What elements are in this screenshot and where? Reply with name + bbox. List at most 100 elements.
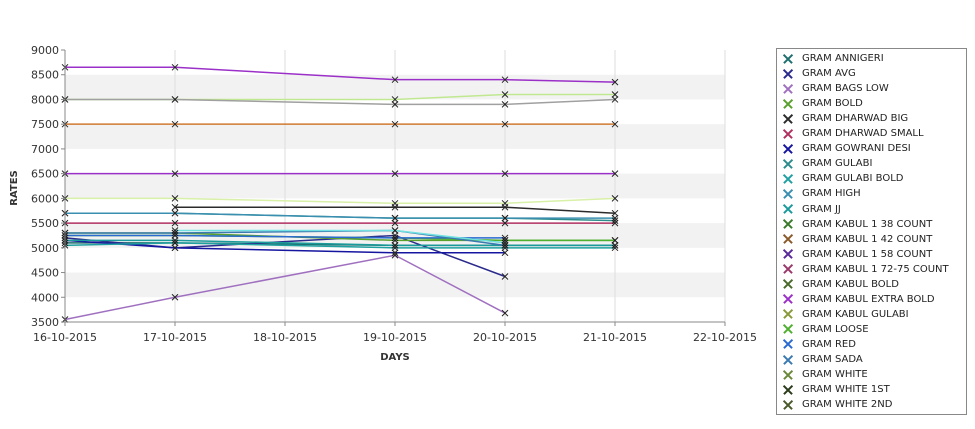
y-tick-label: 7000 (31, 143, 59, 156)
data-point-marker (501, 170, 509, 177)
data-point-marker (391, 120, 399, 128)
data-point-marker (501, 234, 509, 242)
series-line (175, 206, 616, 214)
legend-item: GRAM KABUL EXTRA BOLD (783, 292, 935, 307)
data-point-marker (611, 96, 619, 103)
legend-marker-icon (783, 144, 793, 154)
legend-item: GRAM KABUL 1 58 COUNT (783, 247, 932, 262)
data-point-marker (391, 244, 399, 252)
y-tick-label: 9000 (31, 44, 59, 57)
data-point-marker (501, 309, 509, 317)
legend-marker-icon (783, 159, 793, 169)
legend-item: GRAM HIGH (783, 186, 861, 201)
y-tick-label: 4000 (31, 291, 59, 304)
data-point-marker (171, 244, 179, 252)
legend-label: GRAM JJ (802, 203, 841, 215)
legend-item: GRAM KABUL 1 72-75 COUNT (783, 262, 949, 277)
legend-item: GRAM RED (783, 337, 856, 352)
y-tick-label: 6500 (31, 168, 59, 181)
legend-label: GRAM GULABI (802, 158, 873, 170)
y-tick-label: 5500 (31, 217, 59, 230)
data-point-marker (171, 293, 179, 301)
data-point-marker (501, 244, 509, 252)
data-point-marker (171, 170, 179, 177)
data-point-marker (611, 209, 619, 217)
data-point-marker (171, 239, 179, 247)
legend-marker-icon (783, 249, 793, 259)
legend-label: GRAM ANNIGERI (802, 53, 884, 64)
legend-marker-icon (783, 99, 793, 109)
legend-marker-icon (783, 264, 793, 274)
data-point-marker (501, 239, 509, 247)
legend-label: GRAM KABUL GULABI (802, 308, 909, 320)
legend-item: GRAM KABUL BOLD (783, 277, 899, 292)
data-point-marker (171, 63, 179, 71)
x-tick-label: 21-10-2015 (583, 331, 647, 344)
legend-item: GRAM DHARWAD SMALL (783, 126, 924, 141)
data-point-marker (501, 241, 509, 249)
legend-item: GRAM WHITE 1ST (783, 382, 890, 397)
legend-marker-icon (783, 204, 793, 214)
legend-item: GRAM KABUL 1 38 COUNT (783, 217, 932, 232)
legend-marker-icon (783, 339, 793, 349)
series-line (64, 254, 506, 321)
data-point-marker (391, 249, 399, 257)
data-point-marker (501, 237, 509, 244)
legend-label: GRAM WHITE (802, 369, 868, 381)
legend-marker-icon (783, 309, 793, 319)
data-point-marker (171, 203, 179, 211)
y-tick-label: 8500 (31, 69, 59, 82)
legend-label: GRAM WHITE 2ND (802, 399, 893, 411)
data-point-marker (391, 199, 399, 207)
legend-item: GRAM WHITE (783, 367, 868, 382)
legend-item: GRAM WHITE 2ND (783, 397, 892, 412)
x-tick-label: 20-10-2015 (473, 331, 537, 344)
series-line (64, 234, 506, 278)
data-point-marker (501, 76, 509, 84)
legend-label: GRAM KABUL 1 72-75 COUNT (802, 263, 949, 275)
legend-marker-icon (783, 114, 793, 124)
x-tick-label: 22-10-2015 (693, 331, 757, 344)
data-point-marker (611, 217, 619, 224)
legend-label: GRAM DHARWAD BIG (802, 113, 909, 125)
data-point-marker (171, 232, 179, 239)
data-point-marker (501, 219, 509, 227)
data-point-marker (501, 101, 509, 108)
data-point-marker (171, 96, 179, 103)
legend-label: GRAM GULABI BOLD (802, 173, 904, 185)
legend-marker-icon (783, 385, 793, 395)
data-point-marker (391, 227, 399, 234)
data-point-marker (611, 241, 619, 249)
legend-marker-icon (783, 219, 793, 229)
data-point-marker (171, 120, 179, 128)
legend-marker-icon (783, 400, 793, 410)
legend-label: GRAM SADA (802, 354, 863, 365)
legend-marker-icon (783, 324, 793, 334)
legend-marker-icon (783, 129, 793, 139)
legend-label: GRAM HIGH (802, 188, 861, 200)
line-chart: 3500 4000 4500 5000 5500 6000 6500 7000 7500 8000… (9, 44, 757, 363)
legend-item: GRAM DHARWAD BIG (783, 111, 908, 126)
series-line (65, 229, 506, 247)
legend-item: GRAM GULABI BOLD (783, 171, 903, 186)
legend-label: GRAM AVG (802, 68, 856, 80)
y-tick-label: 3500 (31, 316, 59, 329)
data-point-marker (611, 120, 619, 128)
legend-label: GRAM KABUL 1 58 COUNT (802, 248, 933, 260)
legend-label: GRAM KABUL EXTRA BOLD (802, 293, 935, 305)
legend-marker-icon (783, 54, 793, 64)
data-point-marker (501, 199, 509, 207)
y-axis-label: RATES (9, 170, 20, 206)
legend-item: GRAM LOOSE (783, 322, 869, 337)
data-point-marker (611, 170, 619, 177)
legend-label: GRAM KABUL BOLD (802, 278, 899, 290)
x-tick-label: 18-10-2015 (253, 331, 317, 344)
legend-marker-icon (783, 279, 793, 289)
legend-item: GRAM JJ (783, 202, 841, 217)
data-point-marker (171, 219, 179, 227)
legend-item: GRAM BOLD (783, 96, 863, 111)
data-point-marker (611, 219, 619, 227)
legend-item: GRAM GOWRANI DESI (783, 141, 911, 156)
x-axis-label: DAYS (380, 352, 410, 363)
y-tick-label: 6000 (31, 192, 59, 205)
